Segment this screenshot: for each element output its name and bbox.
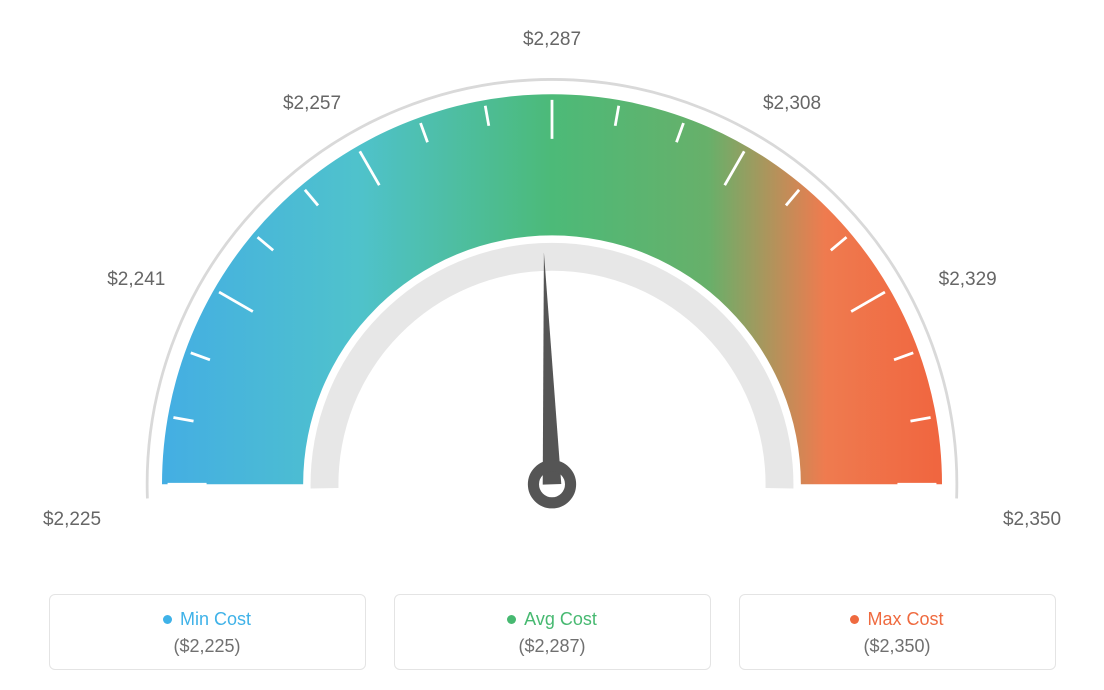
min-cost-dot: [163, 615, 172, 624]
min-cost-value: ($2,225): [50, 636, 365, 657]
max-cost-card: Max Cost ($2,350): [739, 594, 1056, 670]
max-cost-value: ($2,350): [740, 636, 1055, 657]
min-cost-label: Min Cost: [180, 609, 251, 630]
gauge-tick-label: $2,241: [107, 269, 165, 291]
gauge-tick-label: $2,350: [1003, 509, 1061, 531]
avg-cost-dot: [507, 615, 516, 624]
min-cost-card: Min Cost ($2,225): [49, 594, 366, 670]
gauge-tick-label: $2,287: [523, 29, 581, 51]
gauge-tick-label: $2,308: [763, 93, 821, 115]
avg-cost-card: Avg Cost ($2,287): [394, 594, 711, 670]
gauge-svg: [52, 20, 1052, 540]
max-cost-label: Max Cost: [867, 609, 943, 630]
gauge-chart: $2,225 $2,241 $2,257 $2,287 $2,308 $2,329 $2,3…: [0, 0, 1104, 560]
max-cost-dot: [850, 615, 859, 624]
gauge-tick-label: $2,329: [939, 269, 997, 291]
avg-cost-label: Avg Cost: [524, 609, 597, 630]
summary-cards: Min Cost ($2,225) Avg Cost ($2,287) Max …: [0, 594, 1104, 670]
gauge-tick-label: $2,257: [283, 93, 341, 115]
avg-cost-value: ($2,287): [395, 636, 710, 657]
gauge-tick-label: $2,225: [43, 509, 101, 531]
